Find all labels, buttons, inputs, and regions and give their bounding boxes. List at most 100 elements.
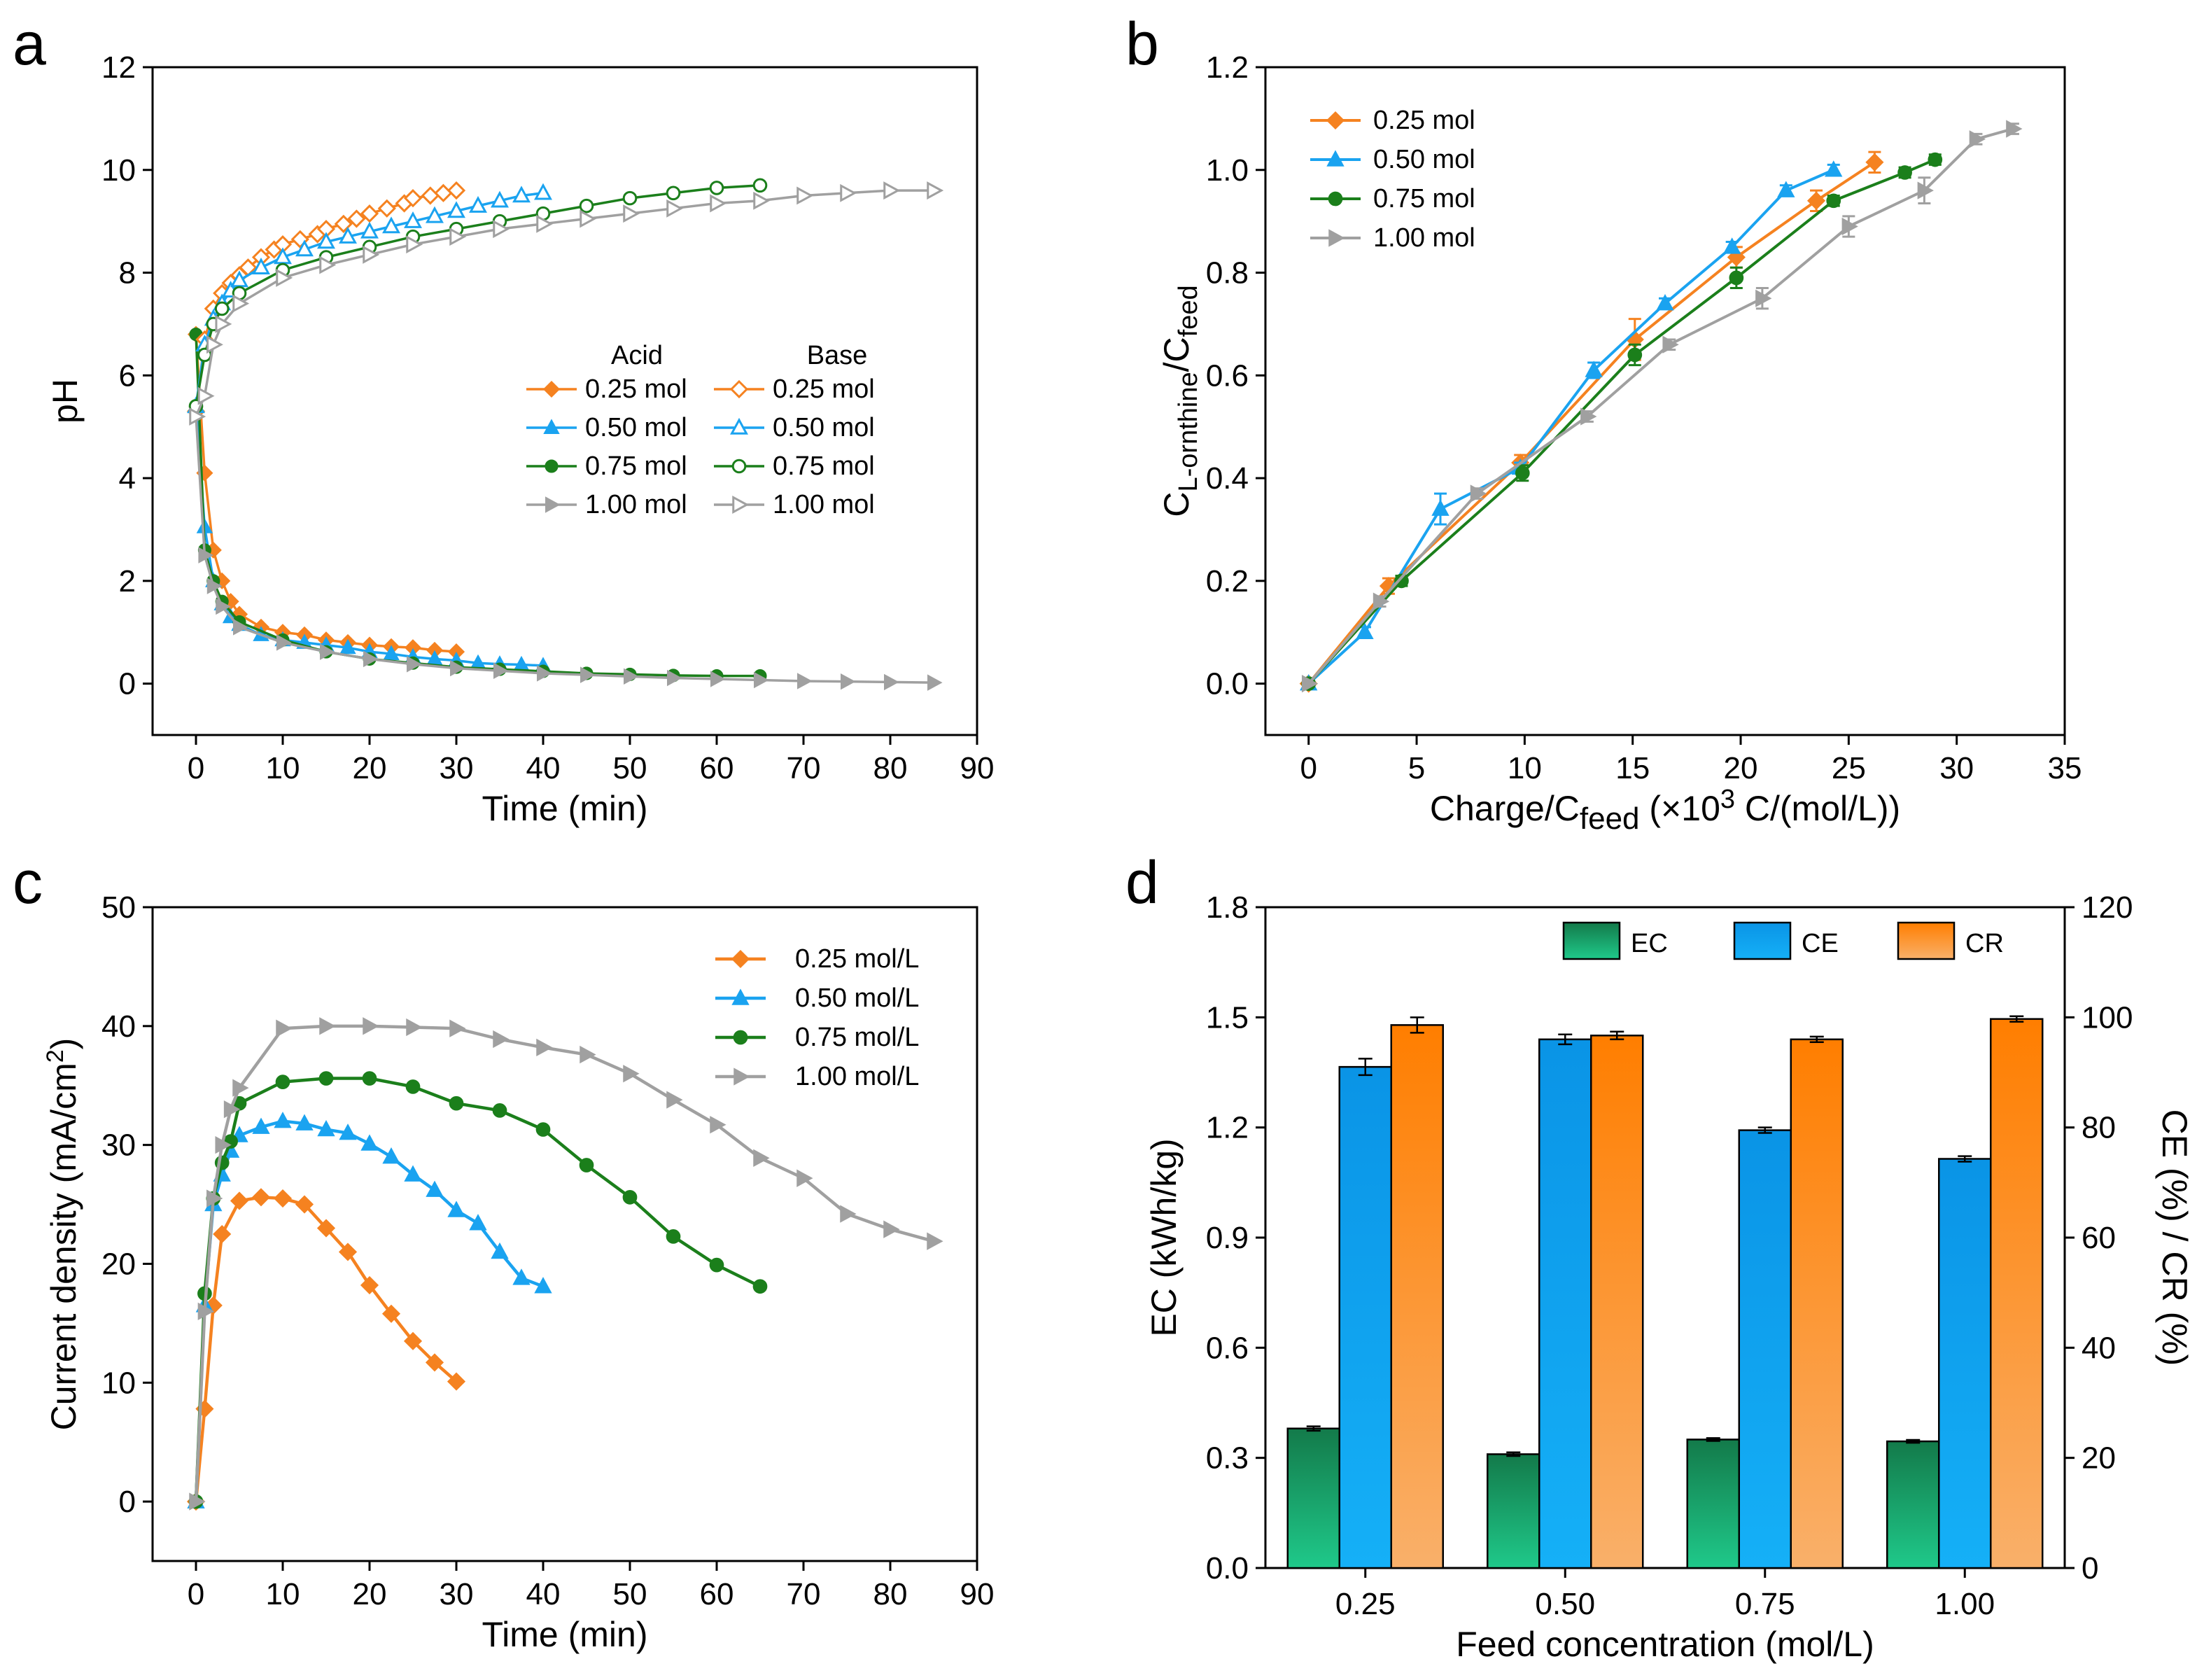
data-point	[223, 1100, 241, 1119]
x-tick-label: 20	[353, 751, 387, 785]
y-tick-label-right: 60	[2082, 1221, 2116, 1255]
data-point	[215, 314, 232, 333]
series-line	[194, 1024, 934, 1502]
data-point	[426, 206, 444, 223]
legend-swatch-cr	[1897, 921, 1956, 960]
bar-ce	[1938, 1158, 1992, 1569]
y-tick-label: 8	[119, 256, 136, 290]
data-point	[363, 650, 379, 668]
legend-label: 0.50 mol	[1373, 145, 1475, 174]
y-tick-label-left: 0.3	[1206, 1441, 1249, 1476]
data-point	[426, 1180, 444, 1197]
series-line	[194, 1119, 544, 1502]
y-tick-label: 0.2	[1206, 564, 1249, 598]
series-line-base	[195, 184, 761, 407]
series-line	[194, 1077, 761, 1502]
x-tick-label: 30	[1939, 751, 1974, 785]
data-point	[1841, 217, 1858, 236]
data-point	[1662, 335, 1679, 354]
data-point	[406, 1018, 423, 1037]
data-point	[206, 578, 223, 594]
data-point	[883, 1220, 900, 1238]
y-axis-label-left: EC (kWh/kg)	[1144, 1138, 1184, 1336]
y-tick-label-left: 0.9	[1206, 1221, 1249, 1255]
legend-swatch-ec	[1562, 921, 1621, 960]
data-point	[447, 181, 466, 200]
legend-label: 1.00 mol	[585, 490, 687, 519]
x-tick-label: 0.50	[1535, 1587, 1595, 1621]
legend-marker	[732, 496, 750, 514]
legend-label: 0.50 mol	[773, 413, 875, 442]
data-point	[579, 198, 594, 214]
legend-marker	[731, 949, 750, 969]
data-point	[447, 201, 465, 218]
data-point	[2006, 120, 2023, 138]
bar-ce	[1338, 1065, 1392, 1569]
data-point	[1806, 191, 1826, 210]
data-point	[710, 671, 726, 687]
data-point	[406, 235, 423, 254]
data-point	[1755, 289, 1772, 307]
data-point	[1515, 465, 1530, 481]
data-point	[382, 1147, 400, 1164]
data-point	[1897, 165, 1912, 180]
legend-marker	[733, 1068, 750, 1086]
legend-marker	[731, 988, 750, 1005]
x-axis-label: Time (min)	[482, 1615, 647, 1654]
data-point	[840, 1205, 857, 1223]
data-point	[1470, 484, 1487, 503]
data-point	[449, 1096, 464, 1111]
legend-label: CR	[1965, 929, 2004, 958]
bar-cr	[1390, 1024, 1444, 1569]
data-point	[274, 1112, 292, 1128]
data-point	[404, 1165, 422, 1182]
data-point	[1394, 573, 1409, 589]
legend-label: 1.00 mol/L	[795, 1062, 919, 1091]
data-point	[447, 1200, 465, 1217]
y-axis-label: pH	[45, 379, 85, 424]
legend-label: 0.50 mol/L	[795, 983, 919, 1013]
panel-label-c: c	[13, 849, 43, 916]
bar-ec	[1487, 1453, 1540, 1569]
data-point	[232, 294, 250, 313]
y-tick-label: 0	[119, 667, 136, 701]
data-point	[1928, 152, 1943, 167]
data-point	[189, 1492, 206, 1511]
y-tick-label-left: 0.6	[1206, 1331, 1249, 1365]
bar-ec	[1886, 1440, 1940, 1569]
data-point	[710, 194, 727, 213]
data-point	[449, 227, 467, 246]
data-point	[491, 190, 509, 208]
y-tick-label: 20	[101, 1247, 136, 1281]
data-point	[251, 1188, 271, 1207]
data-point	[493, 1030, 510, 1049]
data-point	[449, 1019, 466, 1037]
data-point	[841, 673, 856, 690]
data-point	[230, 1191, 249, 1210]
y-axis-label-right: CE (%) / CR (%)	[2155, 1110, 2190, 1366]
data-point	[493, 220, 510, 239]
panel-label-d: d	[1125, 849, 1159, 916]
y-tick-label-left: 1.8	[1206, 890, 1249, 925]
data-point	[469, 1214, 487, 1231]
data-point	[252, 1117, 270, 1134]
data-point	[403, 189, 423, 208]
y-tick-label: 2	[119, 564, 136, 598]
x-tick-label: 40	[526, 1577, 561, 1611]
y-tick-label-left: 1.5	[1206, 1000, 1249, 1035]
x-tick-label: 0	[1300, 751, 1317, 785]
x-tick-label: 10	[1508, 751, 1542, 785]
bar-ce	[1738, 1129, 1792, 1569]
data-point	[1656, 293, 1674, 311]
y-tick-label-left: 1.2	[1206, 1111, 1249, 1145]
data-point	[339, 227, 357, 244]
data-point	[360, 1134, 379, 1151]
series-line-acid	[195, 334, 457, 653]
data-point	[197, 1302, 214, 1321]
y-tick-label: 10	[101, 153, 136, 188]
panel-a-chart: 0 10 20 30 40 50 60 70 80 90 0 2 4 6 8 10 12 Time (min) pH…	[45, 50, 994, 828]
legend-label: EC	[1631, 929, 1668, 958]
data-point	[206, 335, 223, 354]
data-point	[666, 1229, 681, 1244]
